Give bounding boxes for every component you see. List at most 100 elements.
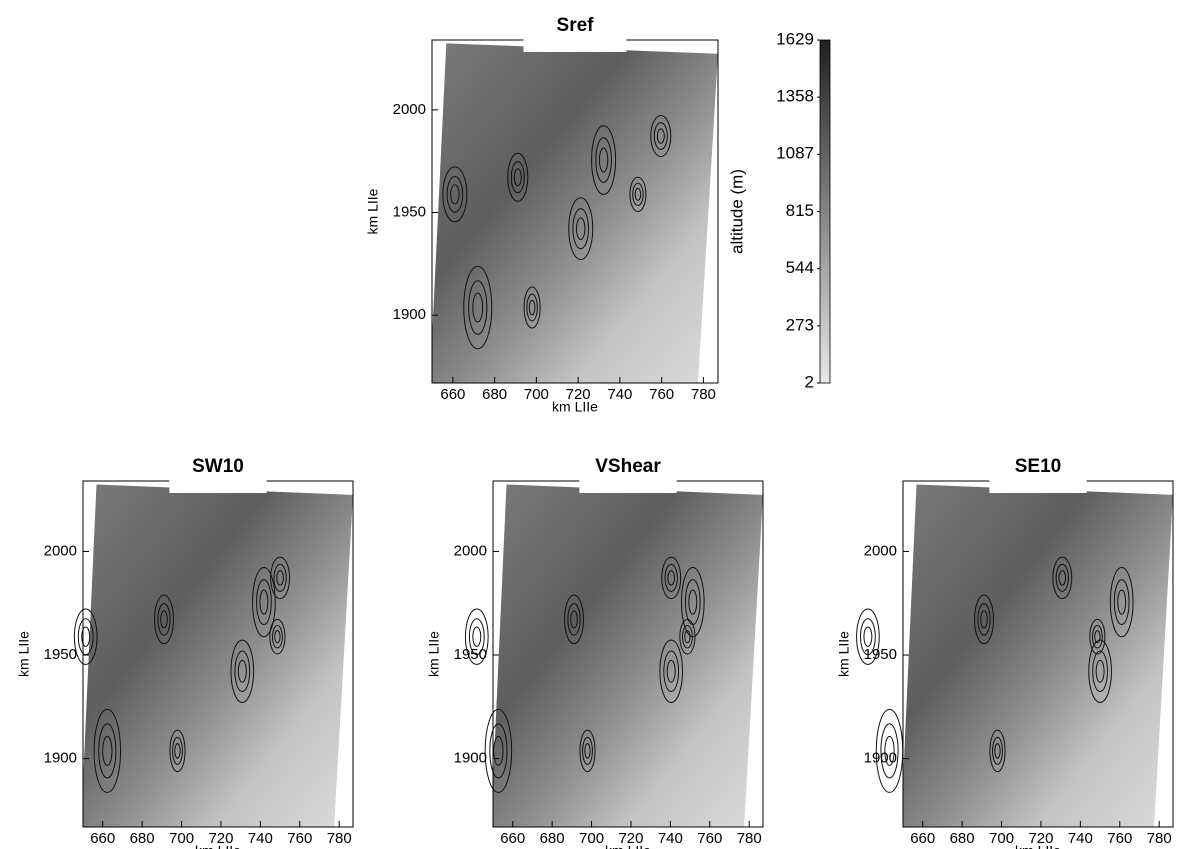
y-axis-label: km LIIe <box>16 631 32 677</box>
contour <box>1092 650 1108 693</box>
contour <box>259 589 269 615</box>
x-tick-label: 680 <box>950 830 975 847</box>
contour <box>1052 556 1073 600</box>
x-tick-label: 700 <box>989 830 1014 847</box>
y-axis-label: km LIIe <box>365 188 381 234</box>
contour <box>570 610 578 629</box>
contour <box>507 152 529 202</box>
contour <box>270 556 291 600</box>
contour <box>863 626 873 647</box>
contour <box>510 161 525 194</box>
x-tick-label: 720 <box>208 830 233 847</box>
contour <box>572 208 590 250</box>
contour <box>81 626 91 647</box>
contour <box>681 624 693 649</box>
x-tick-label: 780 <box>1147 830 1172 847</box>
contour <box>472 292 484 323</box>
contour <box>661 556 682 600</box>
contour <box>442 166 468 223</box>
contour <box>663 650 680 693</box>
contour <box>169 729 186 773</box>
y-tick-label: 1950 <box>393 203 426 220</box>
y-axis-label: km LIIe <box>836 631 852 677</box>
contour <box>860 618 876 656</box>
x-tick-label: 740 <box>1068 830 1093 847</box>
y-tick-label: 1900 <box>864 750 897 767</box>
contour <box>484 708 513 793</box>
contour <box>567 603 581 636</box>
contour <box>667 570 676 586</box>
y-tick-label: 1950 <box>864 646 897 663</box>
x-tick-label: 680 <box>540 830 565 847</box>
x-tick-label: 660 <box>910 830 935 847</box>
contour <box>1058 570 1067 586</box>
contour <box>237 659 247 683</box>
contour <box>980 610 988 629</box>
x-tick-label: 740 <box>248 830 273 847</box>
title-box <box>169 453 267 493</box>
colorbar-tick-label: 2 <box>805 372 814 391</box>
contour <box>977 603 991 636</box>
contour <box>629 176 647 213</box>
contour <box>880 723 899 779</box>
contour <box>591 125 617 195</box>
terrain <box>83 484 353 827</box>
panel-title: SE10 <box>1015 456 1061 477</box>
contour <box>856 608 880 665</box>
contour <box>684 630 691 644</box>
contour <box>1094 630 1101 644</box>
contour <box>564 594 584 645</box>
title-box <box>523 12 627 52</box>
contour <box>598 147 609 173</box>
contour <box>576 217 586 240</box>
contour <box>102 735 113 766</box>
x-tick-label: 660 <box>90 830 115 847</box>
contour <box>632 182 644 206</box>
x-axis-label: km LIIe <box>552 399 598 415</box>
contour <box>160 610 168 629</box>
contour <box>230 639 255 703</box>
contour <box>472 626 482 647</box>
colorbar-tick-label: 815 <box>786 201 814 220</box>
contour <box>274 630 281 644</box>
panel-title: Sref <box>557 15 595 36</box>
contour <box>1117 589 1127 615</box>
y-tick-label: 1900 <box>393 306 426 323</box>
contour <box>73 608 98 665</box>
contour <box>463 265 493 350</box>
contour <box>584 743 591 759</box>
contour <box>450 184 460 205</box>
contour <box>269 618 286 655</box>
colorbar-tick-label: 1087 <box>776 144 814 163</box>
contour <box>884 735 895 766</box>
contour <box>234 650 251 693</box>
contour <box>271 624 283 649</box>
contour <box>174 743 181 759</box>
contour <box>1109 567 1134 638</box>
x-tick-label: 740 <box>607 386 632 403</box>
contour <box>688 589 698 615</box>
title-box <box>989 453 1087 493</box>
x-tick-label: 700 <box>169 830 194 847</box>
contour <box>273 563 287 592</box>
contour <box>157 603 171 636</box>
panel-title: VShear <box>595 456 661 477</box>
contour <box>172 736 183 765</box>
panel-title: SW10 <box>192 456 244 477</box>
contour <box>679 618 696 655</box>
contour <box>664 563 678 592</box>
contour <box>1113 579 1130 626</box>
contour <box>974 594 994 645</box>
contour <box>650 114 672 158</box>
x-axis-label: km LIIe <box>1015 843 1061 849</box>
x-tick-label: 660 <box>500 830 525 847</box>
x-tick-label: 700 <box>579 830 604 847</box>
x-tick-label: 720 <box>618 830 643 847</box>
terrain <box>903 484 1173 827</box>
contour <box>579 729 596 773</box>
x-tick-label: 660 <box>440 386 465 403</box>
contour <box>1091 624 1103 649</box>
title-box <box>579 453 677 493</box>
contour <box>666 659 676 683</box>
